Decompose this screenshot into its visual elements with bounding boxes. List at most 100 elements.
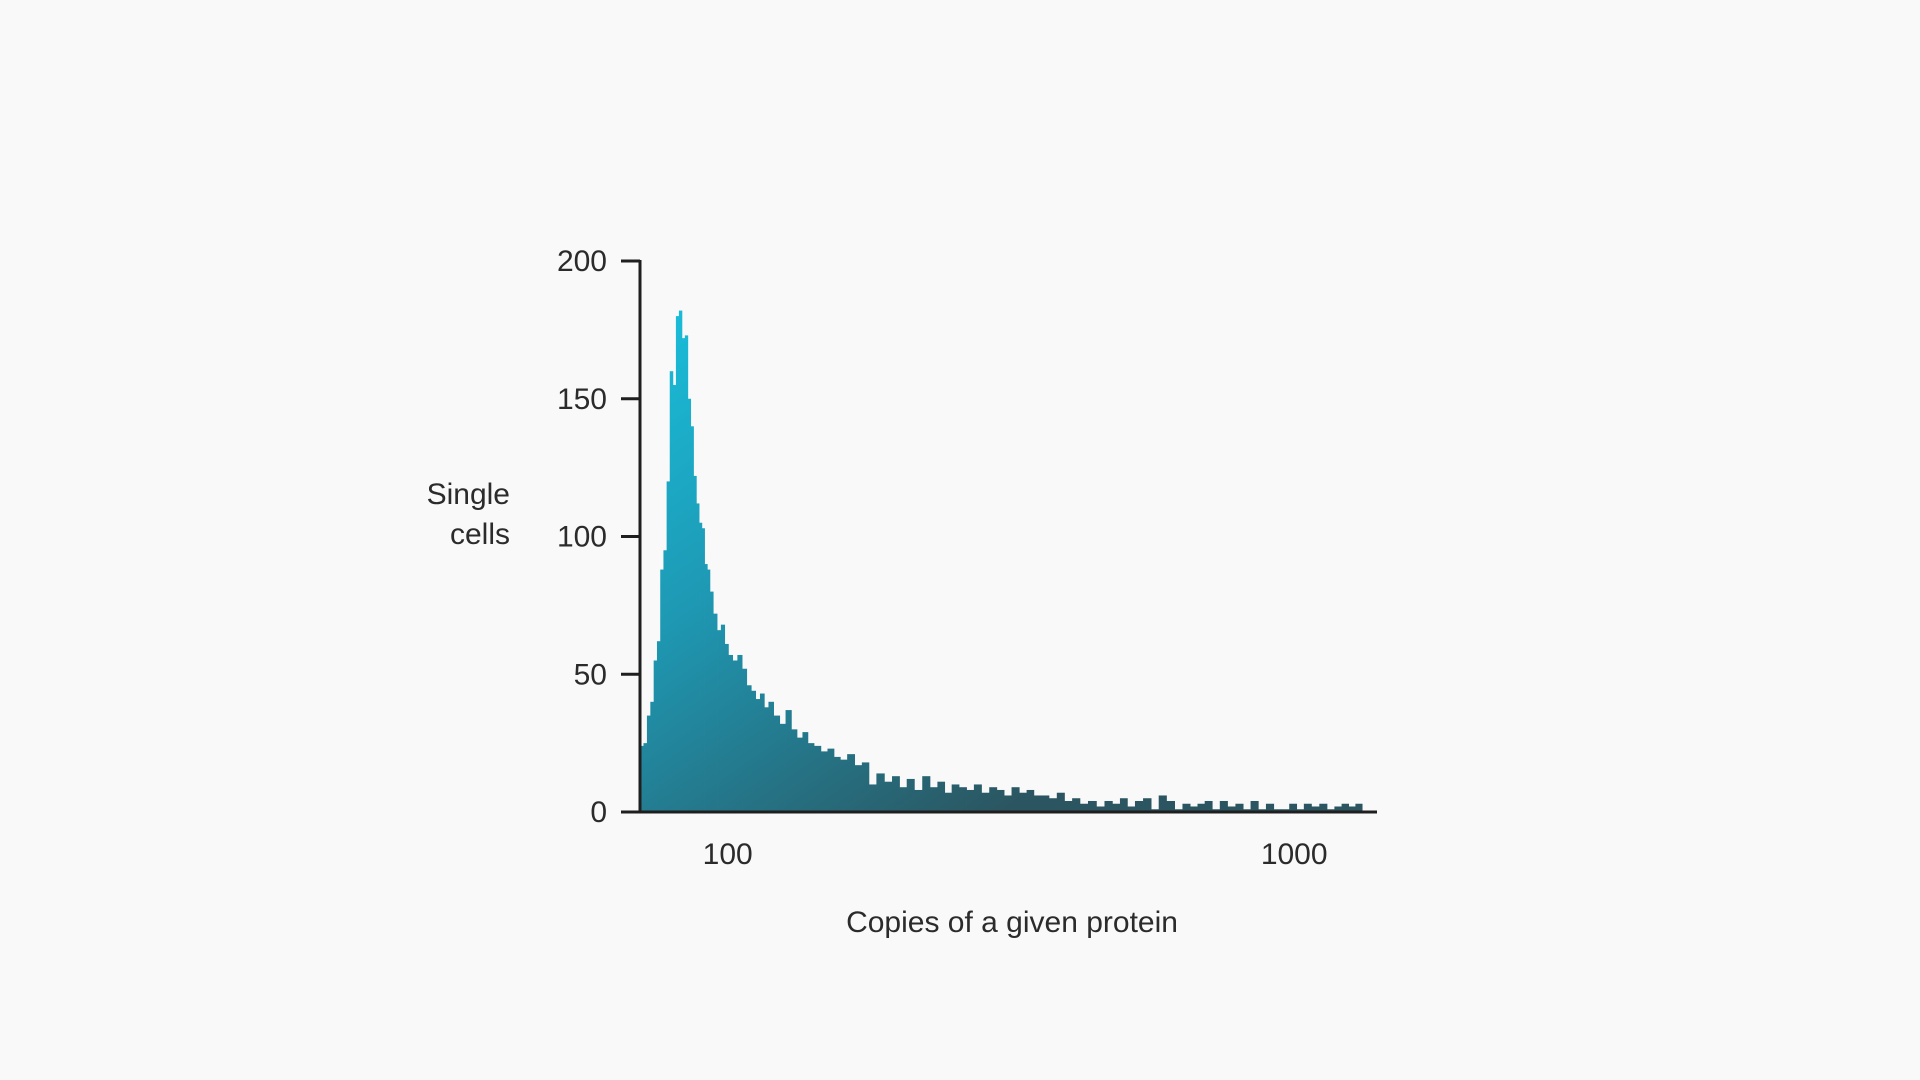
histogram-bar [1056,792,1065,812]
histogram-bar [751,690,757,812]
histogram-bar [802,732,809,812]
histogram-bar [720,624,726,812]
y-axis-title: cells [450,518,510,551]
histogram-bars [640,310,1363,813]
histogram-bar [922,776,931,812]
histogram-bar [704,564,708,812]
histogram-bar [1158,795,1167,812]
histogram-bar [906,778,915,812]
histogram-bar [847,754,856,812]
histogram-bar [1289,803,1298,812]
histogram-bar [717,630,722,812]
histogram-bar [827,748,835,812]
histogram-bar [884,781,893,812]
histogram-bar [701,528,705,812]
histogram-bar [755,699,761,812]
histogram-bar [724,643,729,812]
histogram-bar [1250,800,1259,812]
histogram-bar [764,707,769,812]
histogram-bar [840,759,848,812]
histogram-bar [699,522,703,812]
histogram-bar [1096,806,1105,812]
x-axis-title: Copies of a given protein [846,906,1178,939]
histogram-bar [820,751,828,812]
histogram-bar [1026,789,1035,812]
histogram-bar [1182,803,1191,812]
histogram-bar [660,569,664,812]
histogram-bar [951,784,960,812]
histogram-bar [707,569,711,812]
histogram-bar [640,745,644,812]
histogram-bar [1019,792,1028,812]
y-tick-label: 200 [557,245,607,278]
histogram-bar [796,737,803,812]
x-tick-label: 1000 [1261,838,1328,871]
histogram-bar [732,660,738,812]
histogram-bar [914,789,923,812]
histogram-bar [687,398,692,812]
histogram-bar [785,710,792,812]
x-axis-ticks: 100 1000 [703,838,1328,871]
histogram-bar [646,715,651,812]
histogram-bar [892,776,900,812]
histogram-bar [937,781,946,812]
histogram-bar [929,787,938,812]
y-axis-title: Single [427,478,510,511]
histogram-bar [1319,803,1328,812]
histogram-bar [1348,806,1356,812]
histogram-bar [1227,806,1236,812]
histogram-bar [773,715,781,812]
histogram-bar [693,475,697,812]
histogram-bar [779,723,786,812]
histogram-bar [876,773,885,812]
histogram-bar [643,743,648,813]
histogram-bar [746,685,752,812]
histogram-bar [996,789,1005,812]
histogram-bar [861,762,870,812]
histogram-bar [1204,800,1213,812]
histogram-bar [1303,803,1312,812]
histogram-bar [759,693,765,812]
histogram-bar [678,310,683,812]
histogram-bar [944,792,953,812]
histogram-bar [1119,798,1128,812]
histogram-bar [1048,798,1058,812]
y-axis-title-line-2: cells [450,518,510,551]
histogram-bar [1265,803,1275,812]
histogram-bar [1190,806,1198,812]
histogram-bar [737,654,743,812]
histogram-bar [1079,803,1089,812]
histogram-bar [1041,795,1050,812]
histogram-bar [713,613,718,812]
histogram-bar [666,481,671,812]
x-tick-label: 100 [703,838,753,871]
histogram-bar [966,789,975,812]
histogram-bar [833,756,841,812]
histogram-bar [981,792,990,812]
histogram-bar [709,591,714,812]
histogram-bar [1197,803,1206,812]
histogram-bar [696,503,700,812]
histogram-bar [1334,806,1342,812]
histogram-bar [1341,803,1349,812]
y-tick-label: 150 [557,383,607,416]
histogram-bar [653,660,658,812]
y-tick-label: 0 [590,796,607,829]
histogram-bar [1134,800,1144,812]
y-axis-ticks: 0 50 100 150 200 [557,245,640,829]
histogram-bar [669,371,674,812]
histogram-bar [1219,800,1228,812]
histogram-bar [1087,800,1097,812]
histogram-bar [813,745,822,812]
histogram-bar [690,426,694,812]
histogram-bar [1166,800,1175,812]
histogram-bar [989,787,998,812]
histogram-bar [899,787,908,812]
histogram-bar [1143,798,1152,812]
histogram-bar [1311,806,1320,812]
histogram-bar [973,784,982,812]
histogram-bar [1033,795,1042,812]
histogram-bar [684,335,689,812]
y-axis-title-line-1: Single [427,478,510,511]
